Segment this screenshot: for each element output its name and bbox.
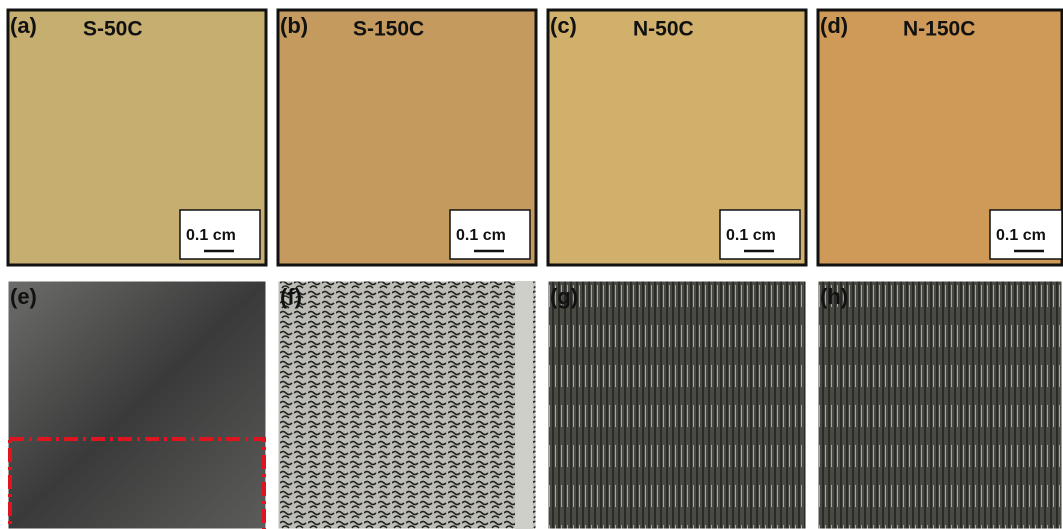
sample-photo bbox=[818, 281, 1062, 529]
panel-title: S-150C bbox=[353, 18, 424, 41]
panel-label: (a) bbox=[10, 13, 37, 38]
panel-label: (e) bbox=[10, 284, 37, 309]
scale-bar-label: 0.1 cm bbox=[186, 227, 236, 244]
panel-label: (d) bbox=[820, 13, 848, 38]
panel-label: (h) bbox=[820, 284, 848, 309]
scale-bar-label: 0.1 cm bbox=[726, 227, 776, 244]
sample-photo bbox=[278, 281, 536, 529]
panel-label: (f) bbox=[280, 284, 302, 309]
figure: (a) S-50C 0.1 cm (b) S-150C 0.1 cm (c) N-50C 0.1… bbox=[0, 0, 1063, 529]
panel-title: N-150C bbox=[903, 18, 975, 41]
edge bbox=[515, 281, 533, 529]
sample-photo bbox=[548, 281, 806, 529]
panel-label: (g) bbox=[550, 284, 578, 309]
panel-label: (c) bbox=[550, 13, 577, 38]
panel-label: (b) bbox=[280, 13, 308, 38]
scale-bar-label: 0.1 cm bbox=[456, 227, 506, 244]
scale-bar-label: 0.1 cm bbox=[996, 227, 1046, 244]
panel-title: N-50C bbox=[633, 18, 694, 41]
sample-photo bbox=[8, 281, 266, 529]
panel-title: S-50C bbox=[83, 18, 143, 41]
